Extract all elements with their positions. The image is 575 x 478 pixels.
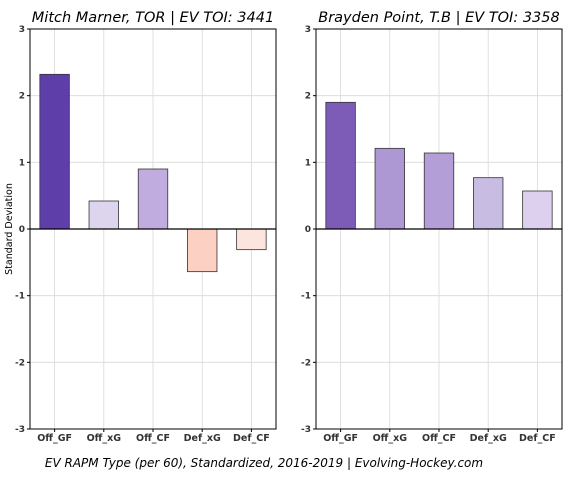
y-tick-label: 1 — [19, 158, 25, 168]
x-tick-label: Off_xG — [87, 433, 122, 444]
bar-off-xg — [88, 200, 119, 230]
x-tick-label: Off_GF — [37, 433, 72, 444]
x-tick-label: Off_CF — [136, 433, 170, 444]
panel-right: 3 2 1 0 -1 -2 -3 Off_GF Off_xG Off_CF Def_xG Def_CF… — [301, 10, 563, 444]
bar-def-xg — [473, 177, 504, 230]
panel-title: Brayden Point, T.B | EV TOI: 3358 — [318, 10, 559, 26]
bar-off-cf — [137, 168, 169, 230]
bar-off-gf — [325, 101, 356, 230]
bar-def-xg — [187, 228, 218, 273]
x-tick-label: Off_GF — [323, 433, 358, 444]
bar-off-gf — [39, 73, 70, 230]
y-axis-label: Standard Deviation — [4, 183, 15, 275]
x-tick-label: Off_CF — [422, 433, 456, 444]
y-tick-label: 3 — [305, 25, 311, 35]
y-tick-label: 2 — [305, 92, 311, 102]
y-tick-label: 3 — [19, 25, 25, 35]
bar-off-cf — [423, 152, 455, 230]
x-tick-label: Def_CF — [233, 433, 270, 444]
y-tick-label: -1 — [15, 292, 25, 302]
figure-caption: EV RAPM Type (per 60), Standardized, 201… — [45, 456, 483, 470]
y-tick-label: -3 — [301, 425, 311, 435]
x-tick-label: Def_CF — [519, 433, 556, 444]
x-tick-label: Off_xG — [373, 433, 408, 444]
y-tick-label: -1 — [301, 292, 311, 302]
y-tick-label: -2 — [15, 358, 25, 368]
panel-left: 3 2 1 0 -1 -2 -3 Off_GF Off_xG Off_CF Def_xG Def_CF… — [4, 10, 277, 444]
y-tick-label: 2 — [19, 92, 25, 102]
panel-title: Mitch Marner, TOR | EV TOI: 3441 — [32, 10, 274, 26]
y-tick-label: -2 — [301, 358, 311, 368]
y-tick-label: 0 — [19, 225, 25, 235]
bar-off-xg — [374, 147, 405, 230]
bar-def-cf — [236, 228, 267, 251]
y-tick-label: 1 — [305, 158, 311, 168]
y-tick-label: -3 — [15, 425, 25, 435]
x-tick-label: Def_xG — [470, 433, 507, 444]
bar-def-cf — [522, 190, 553, 230]
y-tick-label: 0 — [305, 225, 311, 235]
x-tick-label: Def_xG — [184, 433, 221, 444]
